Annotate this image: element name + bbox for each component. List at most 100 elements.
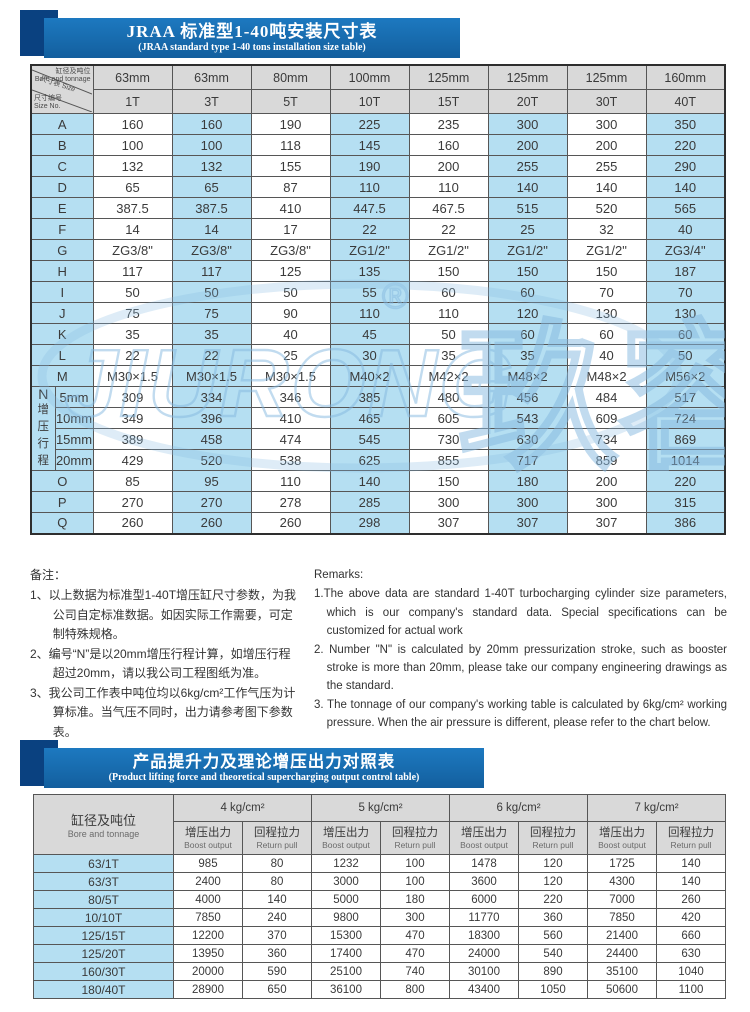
value-cell: M30×1.5 [171,365,252,387]
value-cell: 890 [518,962,588,981]
value-cell: 540 [518,944,588,963]
value-cell: 28900 [173,980,243,999]
value-cell: 14 [92,218,173,240]
value-cell: 12200 [173,926,243,945]
value-cell: 456 [487,386,568,408]
value-cell: 560 [518,926,588,945]
remarks-cn-item: 2、编号“N”是以20mm增压行程计算，如增压行程超过20mm，请以我公司工程图… [30,646,291,681]
value-cell: 130 [566,302,647,324]
boost-output-header: 增压出力 Boost output [173,821,243,855]
value-cell: 75 [92,302,173,324]
value-cell: 609 [566,407,647,429]
value-cell: 307 [566,512,647,534]
banner2-title-en: (Product lifting force and theoretical s… [108,771,420,783]
value-cell: 117 [171,260,252,282]
value-cell: 110 [329,176,410,198]
corner-bore-label: 缸径及吨位 Bore and tonnage [34,68,91,84]
remarks-en-item: 2. Number "N" is calculated by 20mm pres… [314,643,727,693]
table-row: F 14 14 17 22 22 25 32 40 [30,218,726,240]
subheader-en: Return pull [394,839,436,850]
stroke-subrow-label: 5mm [54,386,94,408]
size-row-label: O [30,470,94,492]
value-cell: ZG3/8" [92,239,173,261]
value-cell: 130 [645,302,726,324]
value-cell: 117 [92,260,173,282]
value-cell: 410 [250,197,331,219]
value-cell: 260 [171,512,252,534]
value-cell: 470 [380,926,450,945]
value-cell: 11770 [449,908,519,927]
value-cell: 160 [171,113,252,135]
value-cell: 55 [329,281,410,303]
table-row: B 100 100 118 145 160 200 200 220 [30,134,726,156]
value-cell: 387.5 [92,197,173,219]
value-cell: 35 [92,323,173,345]
value-cell: 120 [518,872,588,891]
value-cell: 150 [408,260,489,282]
value-cell: 50 [250,281,331,303]
table-row: 63/3T 2400 80 3000 100 3600 120 4300 140 [33,872,726,891]
value-cell: 278 [250,491,331,513]
value-cell: 140 [566,176,647,198]
value-cell: 220 [645,134,726,156]
remarks-en: Remarks: 1.The above data are standard 1… [314,566,727,742]
value-cell: 60 [566,323,647,345]
bore-header-cell: 63mm [92,64,173,90]
value-cell: 200 [566,470,647,492]
bore-header-cell: 80mm [250,64,331,90]
subheader-en: Boost output [184,839,232,850]
value-cell: 87 [250,176,331,198]
remarks-cn-item: 1、以上数据为标准型1-40T增压缸尺寸参数，为我公司自定标准数据。如因实际工作… [30,588,297,642]
value-cell: 45 [329,323,410,345]
value-cell: 650 [242,980,312,999]
value-cell: 520 [566,197,647,219]
value-cell: 50 [92,281,173,303]
value-cell: 855 [408,449,489,471]
subheader-cn: 增压出力 [185,826,231,839]
table-row: M M30×1.5 M30×1.5 M30×1.5 M40×2 M42×2 M48×2 M48… [30,365,726,387]
value-cell: 429 [92,449,173,471]
value-cell: 458 [171,428,252,450]
tonnage-header-cell: 40T [645,89,726,114]
value-cell: 100 [92,134,173,156]
value-cell: 520 [171,449,252,471]
table-row: K 35 35 40 45 50 60 60 60 [30,323,726,345]
value-cell: 4300 [587,872,657,891]
size-row-label: E [30,197,94,219]
t2-corner-en: Bore and tonnage [67,829,140,839]
value-cell: ZG3/4" [645,239,726,261]
table-row: D 65 65 87 110 110 140 140 140 [30,176,726,198]
value-cell: 300 [566,491,647,513]
size-row-label: L [30,344,94,366]
value-cell: 25100 [311,962,381,981]
value-cell: 7000 [587,890,657,909]
value-cell: 730 [408,428,489,450]
value-cell: ZG3/8" [250,239,331,261]
value-cell: 50 [408,323,489,345]
value-cell: 140 [656,854,726,873]
table-row: J 75 75 90 110 110 120 130 130 [30,302,726,324]
table-row: O 85 95 110 140 150 180 200 220 [30,470,726,492]
value-cell: 35 [487,344,568,366]
value-cell: 190 [250,113,331,135]
value-cell: 255 [566,155,647,177]
value-cell: 145 [329,134,410,156]
stroke-char: 增 [37,404,50,416]
stroke-char: 程 [37,455,50,467]
value-cell: 90 [250,302,331,324]
boost-output-header: 增压出力 Boost output [449,821,519,855]
value-cell: 110 [408,302,489,324]
value-cell: 140 [656,872,726,891]
value-cell: 100 [171,134,252,156]
bore-tonnage-label: 63/3T [33,872,174,891]
value-cell: 298 [329,512,410,534]
value-cell: 60 [645,323,726,345]
pressure-header-cell: 4 kg/cm² [173,794,312,822]
value-cell: ZG1/2" [566,239,647,261]
size-row-label: F [30,218,94,240]
value-cell: 22 [92,344,173,366]
value-cell: M42×2 [408,365,489,387]
value-cell: 22 [329,218,410,240]
banner2-ribbon: 产品提升力及理论增压出力对照表 (Product lifting force a… [44,748,484,788]
stroke-char: 压 [37,421,50,433]
